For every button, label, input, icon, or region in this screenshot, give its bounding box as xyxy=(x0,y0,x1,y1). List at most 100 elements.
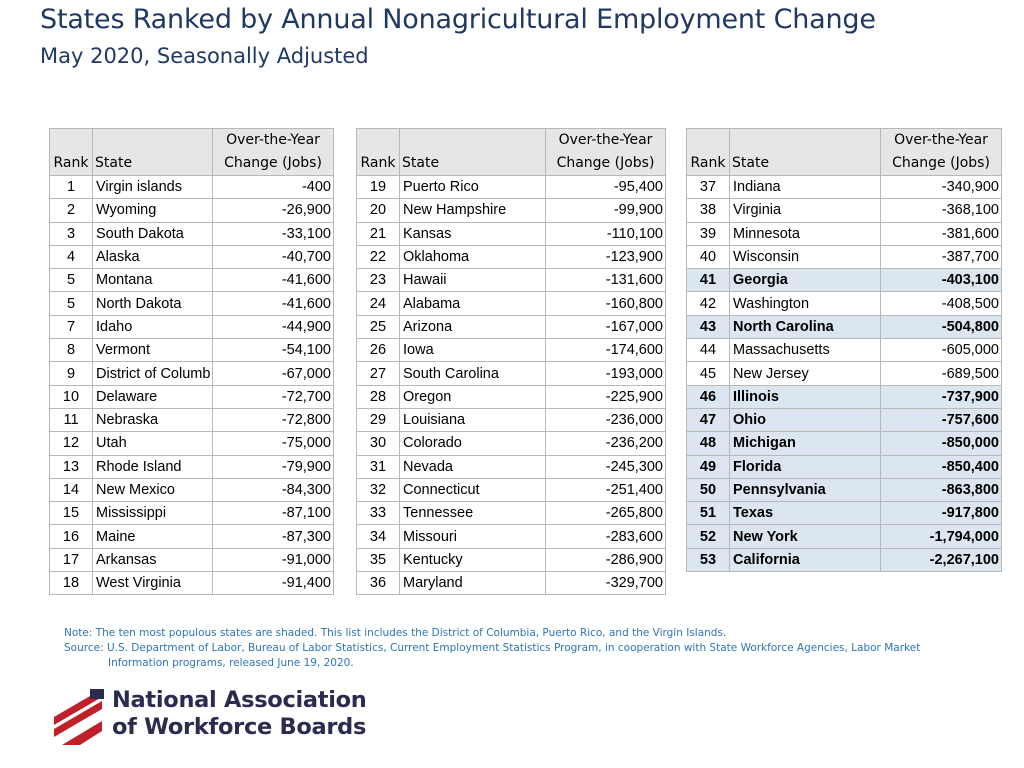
table-row: 19 Puerto Rico -95,400 xyxy=(356,174,666,200)
rank-cell: 13 xyxy=(49,454,93,479)
rank-cell: 48 xyxy=(686,431,730,456)
rank-cell: 45 xyxy=(686,361,730,386)
change-cell: -160,800 xyxy=(545,291,666,316)
logo-text: National Association of Workforce Boards xyxy=(112,687,367,741)
table-row: 24 Alabama -160,800 xyxy=(356,291,666,316)
state-cell: Nebraska xyxy=(92,407,213,433)
table-row: 50 Pennsylvania -863,800 xyxy=(686,477,1002,503)
change-cell: -1,794,000 xyxy=(880,524,1002,549)
change-cell: -689,500 xyxy=(880,361,1002,386)
change-cell: -87,100 xyxy=(212,501,334,526)
state-cell: Maryland xyxy=(399,571,546,596)
state-cell: South Dakota xyxy=(92,221,213,246)
state-cell: Maine xyxy=(92,524,213,549)
change-cell: -87,300 xyxy=(212,524,334,549)
change-cell: -387,700 xyxy=(880,244,1002,270)
change-cell: -850,400 xyxy=(880,454,1002,479)
rank-cell: 31 xyxy=(356,454,400,479)
table-row: 30 Colorado -236,200 xyxy=(356,431,666,456)
table-row: 22 Oklahoma -123,900 xyxy=(356,244,666,270)
change-cell: -863,800 xyxy=(880,477,1002,503)
table-row: 26 Iowa -174,600 xyxy=(356,338,666,363)
state-cell: New York xyxy=(729,524,881,549)
change-cell: -91,000 xyxy=(212,547,334,573)
table-row: 25 Arizona -167,000 xyxy=(356,314,666,340)
table-row: 17 Arkansas -91,000 xyxy=(49,547,334,573)
rank-cell: 11 xyxy=(49,407,93,433)
state-header: State xyxy=(729,128,881,176)
rank-cell: 5 xyxy=(49,291,93,316)
table-row: 48 Michigan -850,000 xyxy=(686,431,1002,456)
source-text-continued: Information programs, released June 19, … xyxy=(108,657,354,669)
table-row: 53 California -2,267,100 xyxy=(686,547,1002,573)
table-row: 10 Delaware -72,700 xyxy=(49,384,334,409)
change-cell: -44,900 xyxy=(212,314,334,340)
state-cell: New Hampshire xyxy=(399,198,546,223)
state-cell: Hawaii xyxy=(399,268,546,293)
footnote: Note: The ten most populous states are s… xyxy=(64,626,944,671)
change-header: Over-the-Year Change (Jobs) xyxy=(212,128,334,176)
state-cell: Alabama xyxy=(399,291,546,316)
table-row: 37 Indiana -340,900 xyxy=(686,174,1002,200)
logo-line1: National Association xyxy=(112,687,367,713)
state-cell: Idaho xyxy=(92,314,213,340)
state-cell: Washington xyxy=(729,291,881,316)
table-row: 34 Missouri -283,600 xyxy=(356,524,666,549)
table-row: 12 Utah -75,000 xyxy=(49,431,334,456)
state-cell: Delaware xyxy=(92,384,213,409)
change-cell: -381,600 xyxy=(880,221,1002,246)
rank-cell: 22 xyxy=(356,244,400,270)
table-row: 1 Virgin islands -400 xyxy=(49,174,334,200)
change-cell: -236,200 xyxy=(545,431,666,456)
change-cell: -110,100 xyxy=(545,221,666,246)
rank-cell: 15 xyxy=(49,501,93,526)
change-cell: -131,600 xyxy=(545,268,666,293)
rank-cell: 24 xyxy=(356,291,400,316)
rank-cell: 42 xyxy=(686,291,730,316)
table-row: 35 Kentucky -286,900 xyxy=(356,547,666,573)
rank-cell: 53 xyxy=(686,547,730,573)
table-row: 21 Kansas -110,100 xyxy=(356,221,666,246)
change-cell: -99,900 xyxy=(545,198,666,223)
state-cell: Indiana xyxy=(729,174,881,200)
rank-cell: 19 xyxy=(356,174,400,200)
page-title: States Ranked by Annual Nonagricultural … xyxy=(40,4,876,35)
change-cell: -193,000 xyxy=(545,361,666,386)
state-cell: Alaska xyxy=(92,244,213,270)
rank-cell: 16 xyxy=(49,524,93,549)
page-subtitle: May 2020, Seasonally Adjusted xyxy=(40,44,369,68)
state-cell: Puerto Rico xyxy=(399,174,546,200)
change-cell: -245,300 xyxy=(545,454,666,479)
table-row: 3 South Dakota -33,100 xyxy=(49,221,334,246)
rank-cell: 7 xyxy=(49,314,93,340)
rank-cell: 12 xyxy=(49,431,93,456)
change-cell: -123,900 xyxy=(545,244,666,270)
table-row: 44 Massachusetts -605,000 xyxy=(686,338,1002,363)
rank-cell: 29 xyxy=(356,407,400,433)
table-row: 41 Georgia -403,100 xyxy=(686,268,1002,293)
rank-cell: 30 xyxy=(356,431,400,456)
state-cell: New Jersey xyxy=(729,361,881,386)
change-cell: -40,700 xyxy=(212,244,334,270)
rank-cell: 23 xyxy=(356,268,400,293)
state-cell: Wisconsin xyxy=(729,244,881,270)
state-cell: New Mexico xyxy=(92,477,213,503)
state-cell: Michigan xyxy=(729,431,881,456)
state-cell: Nevada xyxy=(399,454,546,479)
table-row: 7 Idaho -44,900 xyxy=(49,314,334,340)
rank-cell: 40 xyxy=(686,244,730,270)
state-cell: Utah xyxy=(92,431,213,456)
table-row: 16 Maine -87,300 xyxy=(49,524,334,549)
rank-cell: 34 xyxy=(356,524,400,549)
change-cell: -33,100 xyxy=(212,221,334,246)
state-cell: Vermont xyxy=(92,338,213,363)
state-cell: Wyoming xyxy=(92,198,213,223)
table-row: 38 Virginia -368,100 xyxy=(686,198,1002,223)
change-header-line1: Over-the-Year xyxy=(558,132,653,148)
change-cell: -2,267,100 xyxy=(880,547,1002,573)
rank-table-3: Rank State Over-the-Year Change (Jobs) 37… xyxy=(686,128,1002,573)
state-cell: Iowa xyxy=(399,338,546,363)
state-cell: Arizona xyxy=(399,314,546,340)
state-cell: Montana xyxy=(92,268,213,293)
table-header-row: Rank State Over-the-Year Change (Jobs) xyxy=(49,128,334,176)
